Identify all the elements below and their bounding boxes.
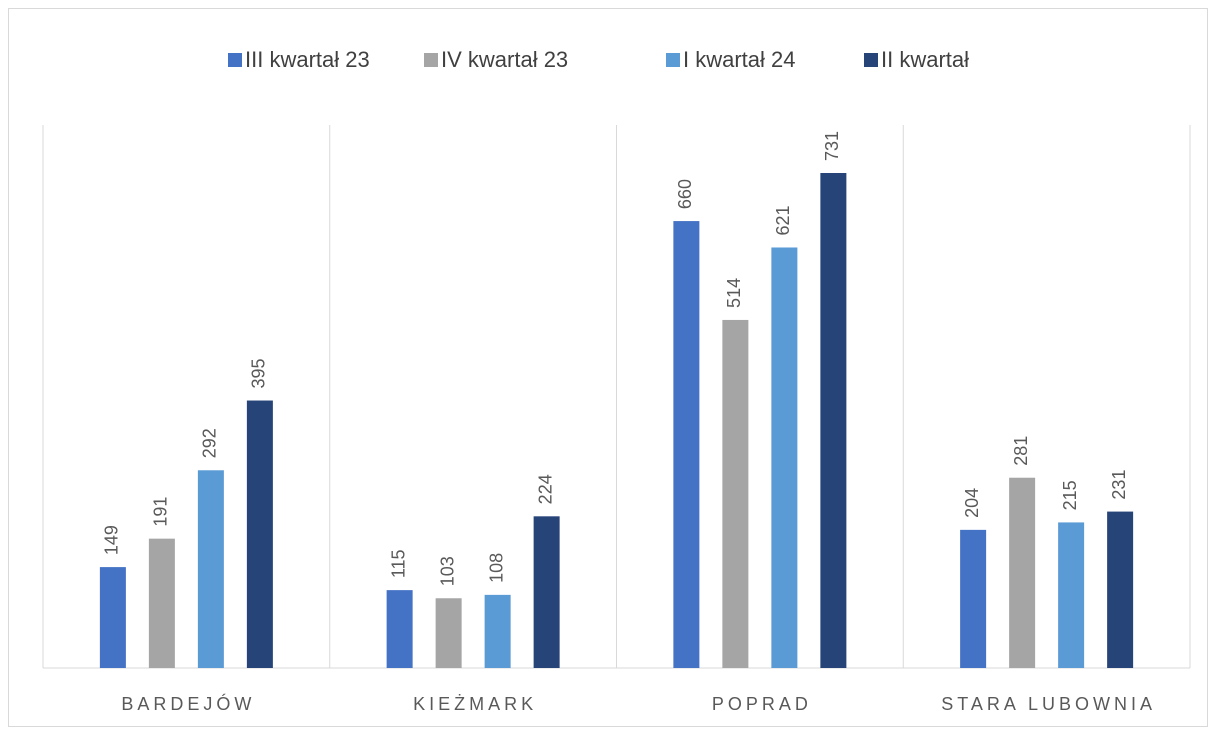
- data-label: 621: [773, 205, 793, 235]
- data-label: 660: [675, 179, 695, 209]
- data-label: 191: [151, 497, 171, 527]
- legend-label: II kwartał: [881, 47, 969, 72]
- data-label: 108: [486, 553, 506, 583]
- data-label: 224: [535, 474, 555, 504]
- legend-label: III kwartał 23: [245, 47, 370, 72]
- x-tick-label: KIEŻMARK: [413, 694, 537, 714]
- data-label: 115: [388, 549, 408, 578]
- bar: [820, 173, 847, 668]
- x-tick-label: STARA LUBOWNIA: [941, 694, 1156, 714]
- bar: [673, 221, 700, 668]
- legend-swatch: [666, 53, 680, 67]
- data-label: 731: [822, 131, 842, 161]
- bar: [1058, 522, 1085, 668]
- data-label: 103: [437, 556, 457, 586]
- data-label: 514: [724, 278, 744, 308]
- legend-swatch: [228, 53, 242, 67]
- bar: [246, 400, 273, 668]
- bar: [960, 529, 987, 668]
- bar: [1107, 511, 1134, 668]
- data-label: 215: [1060, 480, 1080, 510]
- bar: [99, 567, 126, 668]
- bar: [148, 538, 175, 668]
- legend-swatch: [424, 53, 438, 67]
- bar: [533, 516, 560, 668]
- data-label: 395: [249, 358, 269, 388]
- bar: [197, 470, 224, 668]
- bar: [484, 594, 511, 668]
- data-label: 281: [1011, 436, 1031, 466]
- bar: [722, 319, 749, 668]
- legend-label: I kwartał 24: [683, 47, 796, 72]
- legend-label: IV kwartał 23: [441, 47, 568, 72]
- bar: [771, 247, 798, 668]
- data-label: 292: [200, 428, 220, 458]
- data-label: 204: [962, 488, 982, 518]
- bar: [386, 590, 413, 668]
- x-tick-label: POPRAD: [712, 694, 812, 714]
- legend-swatch: [864, 53, 878, 67]
- data-label: 231: [1109, 470, 1129, 500]
- x-tick-label: BARDEJÓW: [121, 693, 255, 714]
- bar: [1009, 477, 1036, 668]
- data-label: 149: [102, 525, 122, 555]
- bar: [435, 598, 462, 668]
